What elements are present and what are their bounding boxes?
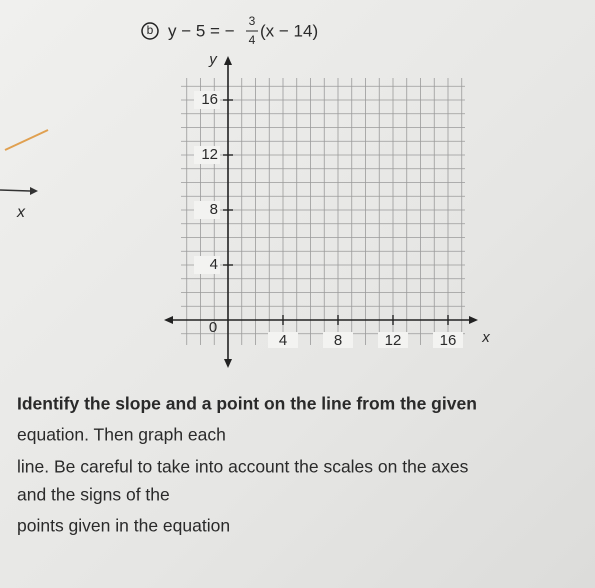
x-tick-label: 12 — [385, 332, 402, 349]
instruction-line: Identify the slope and a point on the li… — [17, 394, 477, 414]
x-tick-label: 8 — [334, 332, 342, 349]
margin-arrowhead — [30, 187, 38, 195]
problem-label: b — [147, 23, 154, 37]
x-tick-label: 4 — [279, 332, 287, 349]
margin-line — [4, 129, 49, 151]
margin-label: x — [16, 204, 26, 221]
y-tick-label: 12 — [201, 146, 218, 163]
tick-label-bg — [194, 256, 220, 274]
x-axis-arrow — [164, 316, 173, 324]
y-axis-label: y — [208, 51, 218, 68]
y-tick-label: 8 — [210, 201, 218, 218]
y-axis-arrow — [224, 56, 232, 65]
x-axis-label: x — [481, 329, 490, 346]
fraction-numerator: 3 — [249, 14, 256, 28]
y-axis-arrow — [224, 359, 232, 368]
y-tick-label: 4 — [210, 256, 218, 273]
tick-label-bg — [268, 332, 298, 348]
tick-label-bg — [323, 332, 353, 348]
tick-label-bg — [194, 146, 220, 164]
equation-right: (x − 14) — [260, 21, 318, 40]
instruction-line: points given in the equation — [17, 516, 230, 536]
origin-label: 0 — [209, 319, 217, 336]
x-tick-label: 16 — [440, 332, 457, 349]
fraction-denominator: 4 — [249, 33, 256, 47]
tick-label-bg — [194, 91, 220, 109]
instruction-line: equation. Then graph each — [17, 425, 226, 445]
tick-label-bg — [433, 332, 463, 348]
graph: y x 0 4 8 12 16 4 8 12 16 — [164, 51, 490, 368]
equation-left: y − 5 = − — [168, 21, 235, 40]
x-axis-arrow — [469, 316, 478, 324]
margin-arrow — [0, 189, 31, 192]
problem-badge — [141, 22, 159, 40]
instruction-line: line. Be careful to take into account th… — [17, 457, 469, 477]
tick-label-bg — [194, 201, 220, 219]
instruction-line: and the signs of the — [17, 485, 170, 505]
y-tick-label: 16 — [201, 91, 218, 108]
tick-label-bg — [378, 332, 408, 348]
